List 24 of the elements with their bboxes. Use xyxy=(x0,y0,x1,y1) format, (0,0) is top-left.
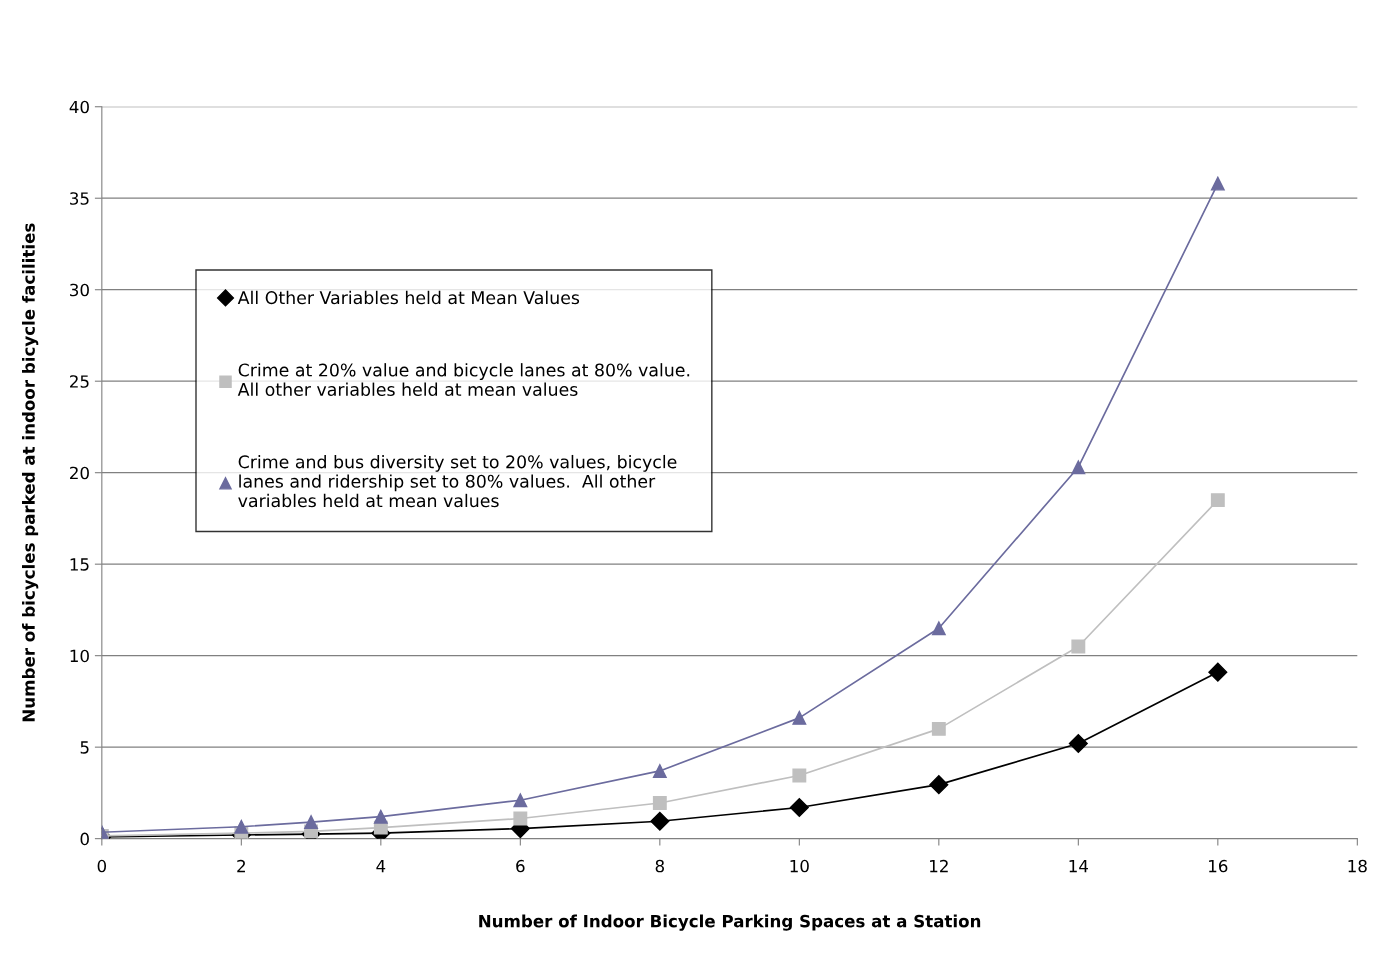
y-tick-label: 40 xyxy=(69,100,89,114)
y-tick-label: 25 xyxy=(70,375,89,388)
x-tick-label: 12 xyxy=(930,859,948,873)
legend-label: Crime at 20% value and bicycle lanes at 80% value. All other variables held at mean values xyxy=(237,363,690,397)
y-tick-label: 20 xyxy=(70,466,89,480)
x-tick-label: 2 xyxy=(237,859,245,873)
y-tick-label: 30 xyxy=(70,283,89,297)
legend-label: All Other Variables held at Mean Values xyxy=(237,290,580,305)
x-axis-title: Number of Indoor Bicycle Parking Spaces at a Station xyxy=(479,914,981,931)
x-tick-label: 16 xyxy=(1209,859,1228,873)
x-tick-label: 0 xyxy=(97,859,107,873)
x-tick-label: 6 xyxy=(516,859,525,873)
x-tick-label: 8 xyxy=(655,859,664,873)
y-tick-label: 5 xyxy=(80,741,89,754)
y-tick-label: 10 xyxy=(70,649,89,663)
y-tick-label: 35 xyxy=(70,192,89,205)
x-tick-label: 14 xyxy=(1069,859,1088,873)
x-tick-label: 18 xyxy=(1348,859,1367,873)
y-tick-label: 0 xyxy=(80,832,89,846)
legend-label: Crime and bus diversity set to 20% values, bicycle lanes and ridership set to 80% values. All other variables held at mean values xyxy=(238,454,677,508)
y-axis-title: Number of bicycles parked at indoor bicycle facilities xyxy=(22,223,39,722)
x-tick-label: 10 xyxy=(790,859,809,873)
y-tick-label: 15 xyxy=(70,558,89,571)
x-tick-label: 4 xyxy=(376,859,386,873)
